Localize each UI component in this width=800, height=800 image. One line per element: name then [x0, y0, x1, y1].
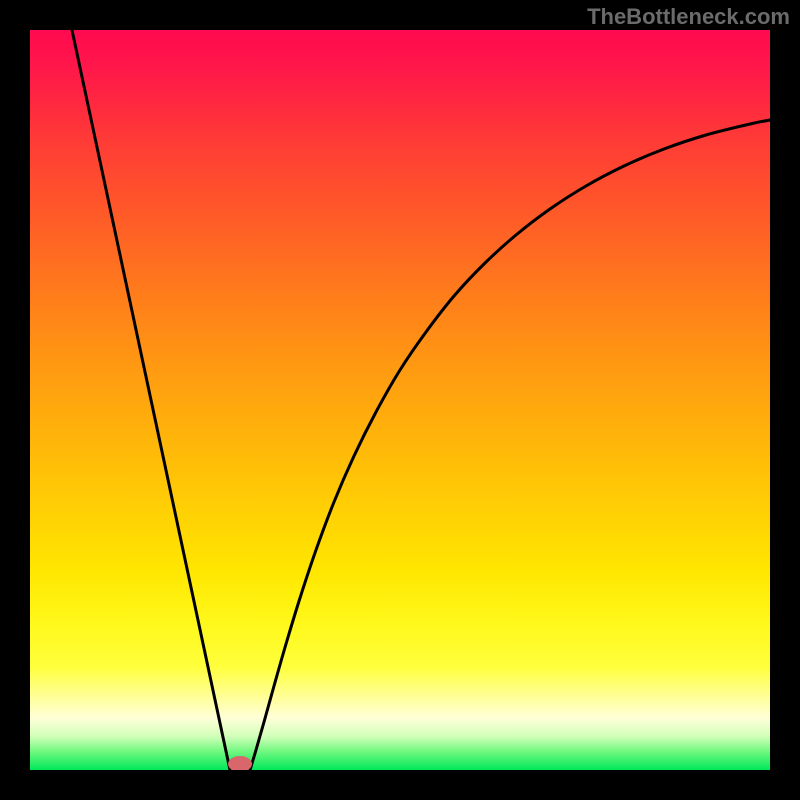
plot-area — [30, 30, 770, 770]
bottleneck-curve — [30, 30, 770, 770]
watermark-text: TheBottleneck.com — [587, 4, 790, 30]
chart-frame: TheBottleneck.com — [0, 0, 800, 800]
curve-vertex-marker — [228, 756, 252, 772]
watermark-label: TheBottleneck.com — [587, 4, 790, 29]
